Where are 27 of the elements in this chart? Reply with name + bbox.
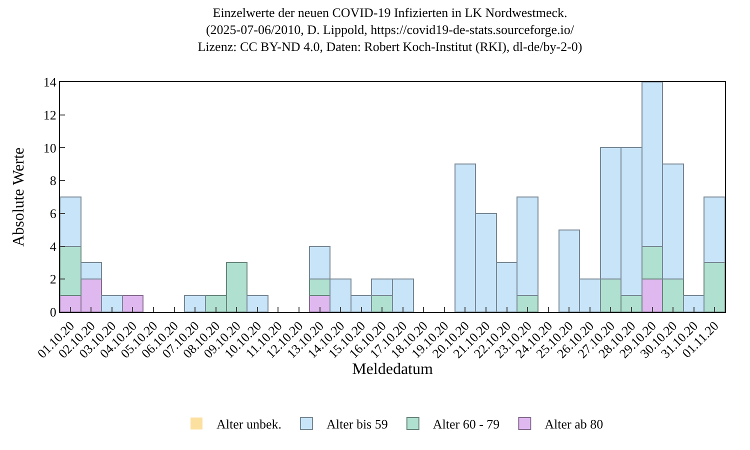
y-tick-label: 8 [50,173,56,188]
bar [682,295,705,312]
y-axis-title: Absolute Werte [10,147,28,247]
bar [101,295,123,312]
bar [662,278,684,312]
bar [60,246,82,296]
y-tick-label: 2 [50,272,56,287]
bar [122,295,144,312]
legend-label: Alter 60 - 79 [432,416,500,432]
y-tick-label: 0 [50,304,56,320]
x-axis-title: Meldedatum [352,360,434,378]
legend-label: Alter unbek. [216,416,282,432]
bar [60,196,82,247]
bar [184,295,206,312]
bar [246,295,268,312]
bar [516,295,538,312]
y-tick-label: 14 [43,74,57,90]
bar [704,262,725,312]
legend-label: Alter bis 59 [326,416,388,432]
bar [704,196,725,264]
legend-label: Alter ab 80 [544,416,604,432]
y-tick-label: 10 [43,140,56,156]
y-tick-label: 4 [50,238,57,254]
y-tick-label: 6 [50,206,57,221]
bar [80,262,102,280]
y-tick-label: 12 [43,107,56,122]
chart-title: Einzelwerte der neuen COVID-19 Infizierten in LK Nordwestmeck. (2025-07-06/2010, D. Lippold, https://covid19-de-stats.sourceforge.io/ Lizenz: CC BY-ND 4.0, Daten: Robert Koch-Institut (RKI), dl-de/by-2-0) [198,5,582,54]
